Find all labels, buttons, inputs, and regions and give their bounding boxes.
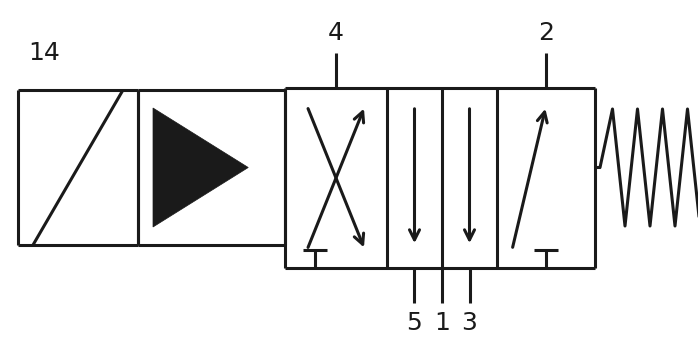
Polygon shape xyxy=(153,108,248,227)
Text: 1: 1 xyxy=(434,311,450,335)
Text: 14: 14 xyxy=(28,41,60,65)
Text: 2: 2 xyxy=(538,21,554,45)
Text: 4: 4 xyxy=(328,21,344,45)
Text: 3: 3 xyxy=(461,311,477,335)
Text: 5: 5 xyxy=(407,311,422,335)
